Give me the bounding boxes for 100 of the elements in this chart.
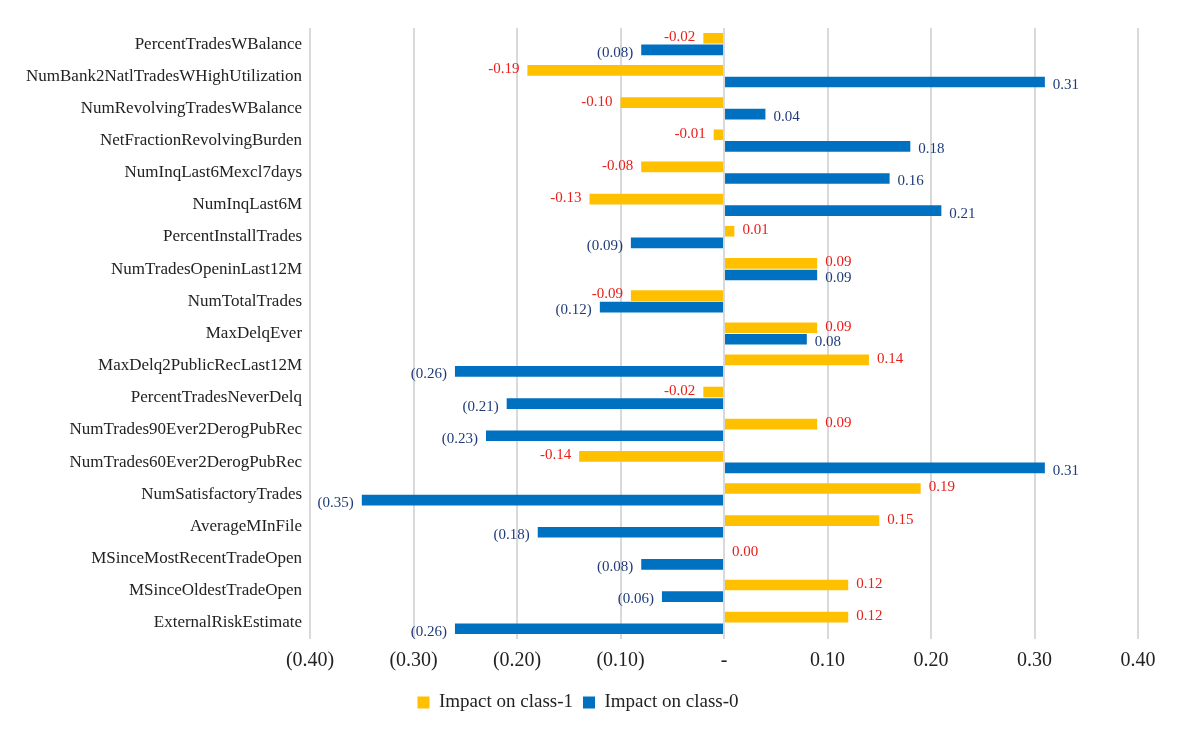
bar bbox=[537, 526, 724, 538]
y-tick-label: NumTrades60Ever2DerogPubRec bbox=[69, 451, 303, 471]
bar bbox=[361, 494, 724, 506]
data-label: 0.31 bbox=[1052, 75, 1080, 92]
y-tick-label: AverageMInFile bbox=[190, 515, 303, 535]
bar bbox=[486, 430, 724, 442]
bar bbox=[579, 451, 724, 462]
data-label: 0.09 bbox=[825, 414, 852, 431]
y-tick-label: NumTotalTrades bbox=[187, 290, 303, 310]
bar bbox=[725, 515, 880, 526]
bar bbox=[725, 483, 921, 494]
data-label: 0.18 bbox=[918, 140, 945, 157]
data-label: 0.21 bbox=[949, 204, 976, 221]
data-label: 0.19 bbox=[928, 478, 955, 495]
data-label: 0.08 bbox=[814, 333, 842, 350]
data-label: 0.01 bbox=[742, 221, 769, 238]
bar bbox=[725, 418, 818, 430]
data-label: 0.09 bbox=[825, 268, 852, 285]
x-tick-label: 0.30 bbox=[1017, 648, 1053, 671]
bar bbox=[725, 108, 766, 120]
bar bbox=[725, 322, 818, 334]
y-tick-label: PercentTradesNeverDelq bbox=[130, 387, 303, 407]
data-label: -0.01 bbox=[674, 124, 706, 141]
legend-label: Impact on class-0 bbox=[604, 690, 739, 712]
bar bbox=[725, 354, 869, 366]
y-tick-label: NetFractionRevolvingBurden bbox=[99, 130, 303, 150]
bar bbox=[630, 290, 724, 301]
bar bbox=[506, 398, 724, 409]
bar bbox=[725, 269, 818, 281]
data-label: 0.09 bbox=[825, 253, 852, 270]
data-label: (0.09) bbox=[586, 236, 623, 254]
bar bbox=[630, 237, 724, 249]
y-tick-label: NumInqLast6Mexcl7days bbox=[124, 162, 303, 182]
data-label: (0.06) bbox=[617, 590, 654, 608]
data-label: -0.08 bbox=[601, 156, 634, 173]
y-tick-label: MSinceMostRecentTradeOpen bbox=[91, 548, 303, 568]
data-label: 0.12 bbox=[856, 574, 883, 591]
bar bbox=[725, 258, 818, 269]
bar bbox=[454, 366, 724, 377]
data-label: (0.18) bbox=[493, 526, 530, 544]
data-label: 0.12 bbox=[856, 607, 883, 624]
y-tick-label: NumTrades90Ever2DerogPubRec bbox=[69, 419, 303, 439]
bar bbox=[725, 579, 849, 591]
bar bbox=[703, 32, 724, 44]
y-tick-label: NumRevolvingTradesWBalance bbox=[80, 97, 303, 117]
x-tick-label: (0.10) bbox=[596, 648, 645, 672]
data-label: -0.10 bbox=[581, 92, 613, 109]
x-tick-label: 0.10 bbox=[810, 648, 846, 671]
bar bbox=[589, 193, 724, 205]
bar bbox=[725, 225, 735, 237]
x-tick-label: - bbox=[720, 648, 728, 671]
y-tick-label: ExternalRiskEstimate bbox=[153, 612, 303, 632]
bar bbox=[725, 173, 890, 184]
data-label: 0.04 bbox=[773, 108, 801, 125]
bar bbox=[725, 205, 942, 216]
bar bbox=[713, 129, 724, 141]
data-label: (0.08) bbox=[596, 43, 634, 61]
y-tick-label: NumBank2NatlTradesWHighUtilization bbox=[26, 65, 303, 85]
data-label: 0.15 bbox=[887, 510, 914, 527]
y-tick-label: PercentTradesWBalance bbox=[134, 33, 303, 53]
data-label: -0.02 bbox=[664, 381, 696, 398]
y-tick-label: MSinceOldestTradeOpen bbox=[128, 580, 303, 600]
x-tick-label: (0.30) bbox=[389, 648, 438, 672]
data-label: (0.12) bbox=[555, 301, 592, 319]
legend-label: Impact on class-1 bbox=[438, 690, 573, 712]
bar bbox=[725, 141, 911, 152]
data-label: 0.14 bbox=[876, 349, 904, 366]
bar bbox=[620, 97, 724, 108]
y-tick-label: PercentInstallTrades bbox=[162, 226, 303, 246]
bar bbox=[725, 611, 849, 623]
data-label: (0.23) bbox=[441, 429, 478, 447]
data-label: 0.09 bbox=[825, 317, 852, 334]
data-label: -0.09 bbox=[591, 285, 623, 302]
y-tick-label: NumSatisfactoryTrades bbox=[141, 483, 303, 503]
x-tick-label: (0.20) bbox=[492, 648, 542, 672]
data-label: (0.26) bbox=[410, 622, 447, 640]
data-label: (0.26) bbox=[410, 365, 447, 383]
bar bbox=[454, 623, 724, 635]
data-label: -0.02 bbox=[664, 28, 696, 45]
data-label: (0.35) bbox=[317, 494, 354, 512]
x-tick-label: (0.40) bbox=[285, 648, 335, 672]
bar bbox=[641, 161, 724, 173]
bar bbox=[703, 386, 724, 398]
bar bbox=[641, 44, 724, 56]
bar bbox=[527, 65, 724, 76]
bar bbox=[641, 559, 724, 570]
data-label: 0.16 bbox=[897, 172, 925, 189]
data-label: 0.31 bbox=[1052, 461, 1080, 478]
y-tick-label: MaxDelqEver bbox=[205, 322, 303, 342]
bar bbox=[725, 333, 807, 345]
data-label: -0.14 bbox=[539, 446, 572, 463]
bar bbox=[725, 76, 1045, 88]
data-label: -0.13 bbox=[550, 189, 582, 206]
y-tick-label: MaxDelq2PublicRecLast12M bbox=[98, 355, 303, 375]
y-tick-label: NumTradesOpeninLast12M bbox=[110, 258, 303, 278]
bar bbox=[725, 462, 1045, 474]
x-tick-label: 0.40 bbox=[1120, 648, 1156, 671]
bar bbox=[661, 591, 724, 602]
data-label: 0.00 bbox=[732, 542, 759, 559]
y-tick-label: NumInqLast6M bbox=[192, 194, 303, 214]
